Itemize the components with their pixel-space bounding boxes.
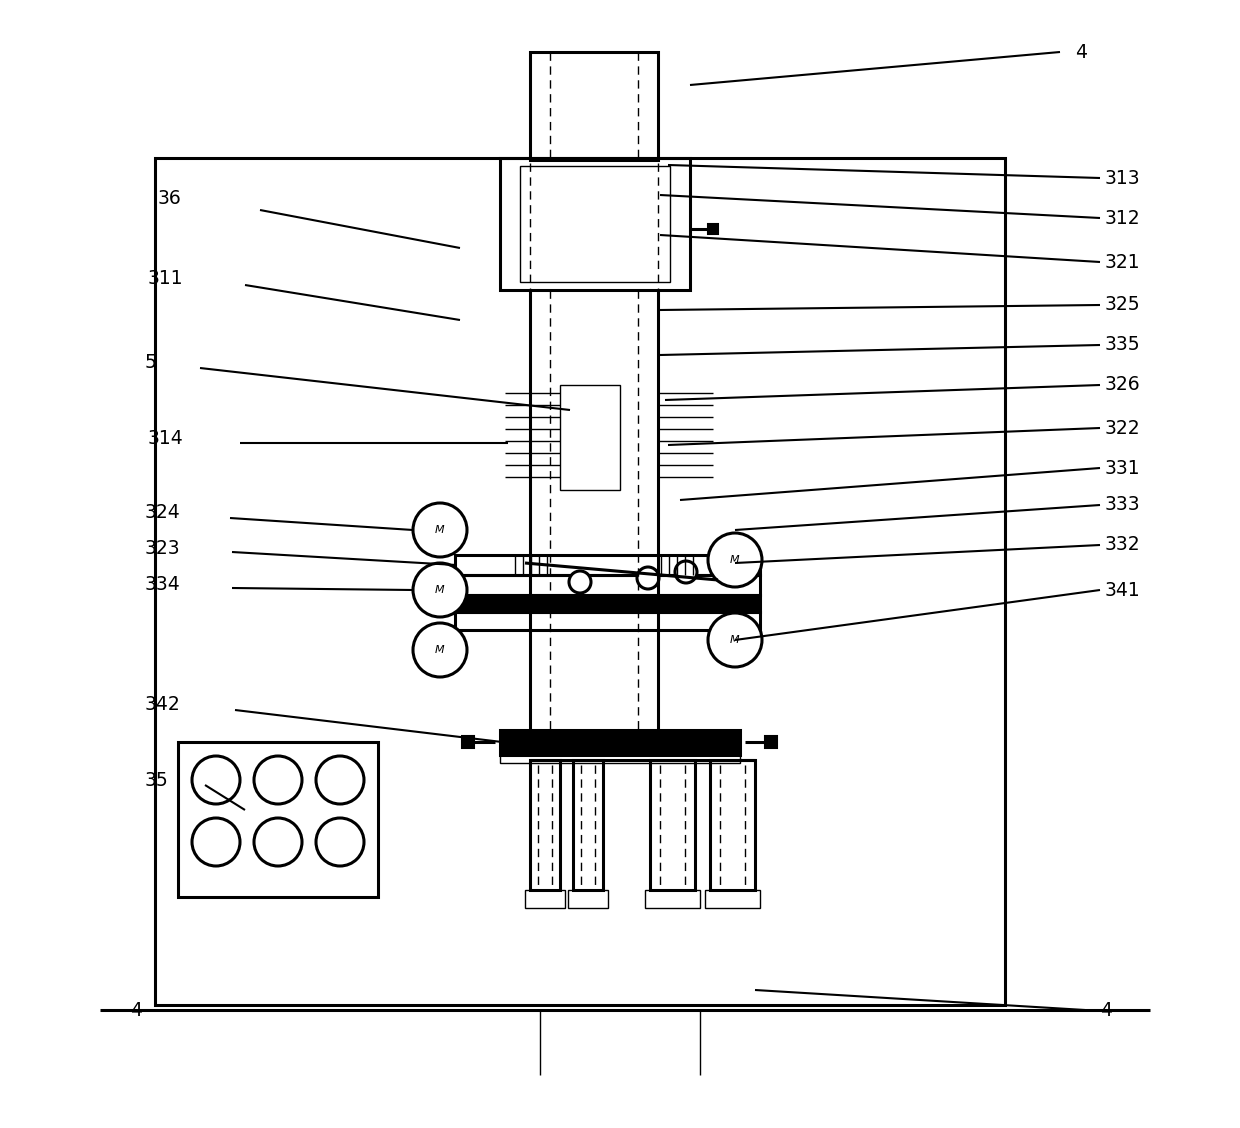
Text: M: M — [730, 635, 740, 645]
Bar — [525, 890, 565, 908]
Text: 4: 4 — [1075, 43, 1087, 62]
Circle shape — [708, 613, 763, 667]
Circle shape — [254, 756, 303, 804]
Text: 35: 35 — [145, 770, 169, 790]
Text: 332: 332 — [1105, 536, 1141, 555]
Bar — [645, 890, 701, 908]
Circle shape — [316, 818, 365, 866]
Bar — [650, 760, 694, 890]
Text: 325: 325 — [1105, 296, 1141, 315]
Bar — [455, 575, 760, 594]
Circle shape — [675, 561, 697, 583]
Text: M: M — [435, 585, 445, 594]
Circle shape — [569, 571, 591, 593]
Text: 4: 4 — [1100, 1001, 1112, 1020]
Bar — [155, 158, 1004, 1005]
Text: 323: 323 — [145, 538, 181, 557]
Text: 322: 322 — [1105, 418, 1141, 438]
Bar — [463, 735, 474, 748]
Bar — [455, 555, 760, 575]
Text: 324: 324 — [145, 502, 181, 521]
Circle shape — [413, 623, 467, 677]
Bar — [500, 755, 740, 763]
Text: 5: 5 — [145, 352, 157, 371]
Text: 335: 335 — [1105, 335, 1141, 354]
Circle shape — [192, 818, 241, 866]
Text: M: M — [435, 645, 445, 655]
Circle shape — [316, 756, 365, 804]
Text: 334: 334 — [145, 575, 181, 594]
Text: 321: 321 — [1105, 253, 1141, 272]
Bar — [455, 594, 760, 613]
Text: M: M — [435, 525, 445, 535]
Circle shape — [637, 567, 658, 589]
Bar — [711, 760, 755, 890]
Bar — [529, 52, 658, 160]
Bar — [500, 158, 689, 290]
Text: 314: 314 — [148, 429, 184, 448]
Text: 341: 341 — [1105, 581, 1141, 599]
Circle shape — [413, 503, 467, 557]
Circle shape — [708, 534, 763, 587]
Bar — [765, 735, 777, 748]
Bar — [708, 224, 718, 233]
Text: 313: 313 — [1105, 168, 1141, 187]
Text: 311: 311 — [148, 268, 184, 288]
Bar — [520, 166, 670, 282]
Bar — [500, 730, 740, 755]
Bar — [179, 742, 378, 897]
Text: 331: 331 — [1105, 458, 1141, 477]
Circle shape — [192, 756, 241, 804]
Bar — [560, 385, 620, 490]
Text: 36: 36 — [157, 188, 182, 208]
Bar — [455, 613, 760, 631]
Bar — [573, 760, 603, 890]
Circle shape — [254, 818, 303, 866]
Text: 333: 333 — [1105, 495, 1141, 514]
Text: M: M — [730, 555, 740, 565]
Circle shape — [413, 563, 467, 617]
Bar — [706, 890, 760, 908]
Text: 312: 312 — [1105, 209, 1141, 228]
Bar — [568, 890, 608, 908]
Text: 326: 326 — [1105, 376, 1141, 395]
Bar — [529, 760, 560, 890]
Text: 342: 342 — [145, 696, 181, 714]
Text: 4: 4 — [130, 1001, 143, 1020]
